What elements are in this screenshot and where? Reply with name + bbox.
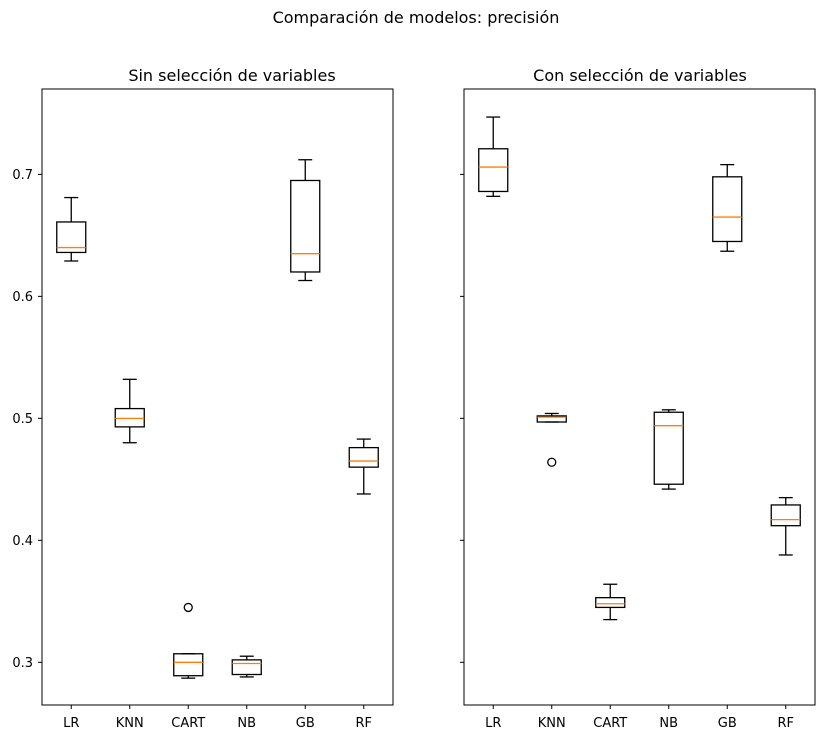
right-xtick-label: NB xyxy=(659,716,678,731)
right-lr-box xyxy=(478,148,509,193)
panel-right-frame xyxy=(463,88,816,706)
ytick-label: 0.6 xyxy=(12,290,33,305)
panel-right-yaxis xyxy=(460,173,464,663)
right-knn-outlier xyxy=(547,457,557,467)
left-cart-outlier xyxy=(183,602,193,613)
right-xtick-label: KNN xyxy=(538,716,566,731)
right-cart-box xyxy=(595,597,626,609)
left-xtick-label: NB xyxy=(237,716,256,731)
left-cart-box xyxy=(173,653,204,677)
left-xtick-label: RF xyxy=(355,716,372,731)
panel-left-yaxis: 0.3 0.4 0.5 0.6 0.7 xyxy=(12,168,42,671)
left-xtick-label: KNN xyxy=(116,716,144,731)
panel-right-xaxis: LR KNN CART NB GB RF xyxy=(485,705,794,731)
left-nb-box xyxy=(231,659,262,676)
left-lr-box xyxy=(56,221,87,254)
panel-left-xaxis: LR KNN CART NB GB RF xyxy=(63,705,372,731)
right-xtick-label: CART xyxy=(593,716,627,731)
right-nb-box xyxy=(653,411,684,485)
left-xtick-label: LR xyxy=(63,716,79,731)
panel-right: Con selección de variables LR KNN CART NB GB… xyxy=(460,66,816,731)
right-rf-box xyxy=(770,504,801,527)
ytick-label: 0.3 xyxy=(12,656,33,671)
left-rf-box xyxy=(348,446,379,468)
right-knn-box xyxy=(536,415,567,423)
left-xtick-label: CART xyxy=(171,716,205,731)
panel-left-title: Sin selección de variables xyxy=(128,66,335,85)
ytick-label: 0.7 xyxy=(12,168,33,183)
right-gb-box xyxy=(712,176,743,243)
figure-suptitle: Comparación de modelos: precisión xyxy=(273,8,560,27)
left-gb-box xyxy=(290,179,321,273)
right-xtick-label: LR xyxy=(485,716,501,731)
ytick-label: 0.5 xyxy=(12,412,33,427)
left-xtick-label: GB xyxy=(296,716,315,731)
right-xtick-label: RF xyxy=(777,716,794,731)
right-xtick-label: GB xyxy=(718,716,737,731)
ytick-label: 0.4 xyxy=(12,534,33,549)
panel-left-frame xyxy=(41,88,394,706)
panel-left: Sin selección de variables 0.30.40.50.60… xyxy=(12,66,394,731)
panel-right-title: Con selección de variables xyxy=(533,66,747,85)
